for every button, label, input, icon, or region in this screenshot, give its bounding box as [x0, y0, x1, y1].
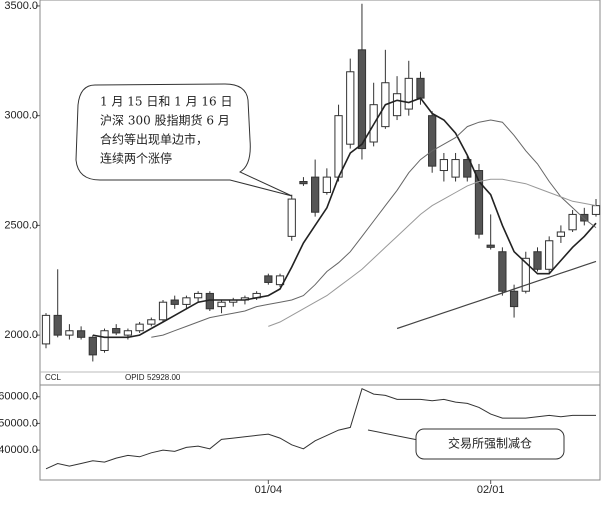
- line-series: [268, 178, 597, 327]
- candle-body: [112, 328, 121, 334]
- callout: [75, 83, 293, 197]
- candle-body: [463, 159, 472, 178]
- candle-body: [322, 176, 331, 193]
- candle-body: [428, 115, 437, 167]
- y-tick-label: 2000.0: [4, 329, 38, 341]
- y-tick-label: 3000.0: [4, 110, 38, 122]
- legend-value: 52928.00: [147, 373, 181, 382]
- candle-body: [147, 319, 156, 325]
- candle-body: [451, 159, 460, 178]
- indicator-title: CCL: [45, 373, 62, 382]
- candle-body: [275, 275, 285, 286]
- callout-pointer: [367, 429, 419, 441]
- y-tick-label: 40000.0: [0, 444, 38, 456]
- candle-body: [53, 314, 62, 336]
- candle-body: [580, 213, 589, 222]
- candle-body: [65, 330, 74, 336]
- candle-body: [556, 231, 566, 237]
- candle-body: [498, 251, 507, 292]
- candle-body: [100, 330, 109, 351]
- candle-body: [357, 49, 367, 150]
- line-series: [92, 97, 597, 339]
- y-tick-label: 60000.0: [0, 391, 38, 403]
- candle-body: [194, 292, 203, 299]
- candle-body: [533, 251, 542, 270]
- candle-body: [41, 314, 51, 345]
- callout: [415, 428, 565, 460]
- candle-body: [474, 170, 484, 235]
- annotation: 沪深 300 股指期货 6 月: [100, 113, 230, 128]
- price-panel: [39, 0, 601, 386]
- candle-body: [486, 244, 495, 248]
- y-tick-label: 2500.0: [4, 219, 38, 231]
- candle-body: [299, 181, 308, 185]
- candle-body: [509, 290, 519, 308]
- y-tick-label: 50000.0: [0, 417, 38, 429]
- candle-body: [416, 77, 425, 99]
- candle-body: [135, 323, 144, 332]
- line-series: [151, 119, 597, 338]
- legend-name: OPID: [125, 373, 145, 382]
- candle-body: [311, 176, 320, 213]
- candle-body: [123, 330, 133, 336]
- candle-body: [264, 275, 273, 283]
- candle-body: [439, 159, 449, 172]
- candle-body: [88, 336, 97, 356]
- candle-body: [568, 213, 577, 231]
- candle-body: [170, 299, 179, 305]
- candle-body: [545, 240, 554, 270]
- line-series: [396, 260, 597, 330]
- annotation: 交易所强制减仓: [448, 436, 532, 451]
- candle-body: [287, 198, 296, 237]
- candle-body: [217, 301, 226, 308]
- line-series: [45, 388, 596, 470]
- candle-body: [404, 77, 413, 110]
- x-tick-label: 01/04: [255, 484, 283, 496]
- annotation: 连续两个涨停: [100, 151, 172, 166]
- x-tick-label: 02/01: [477, 484, 505, 496]
- candle-body: [346, 71, 355, 145]
- candle-body: [182, 297, 191, 305]
- y-tick-label: 3500.0: [4, 0, 38, 12]
- candle-body: [158, 301, 168, 321]
- candle-body: [591, 205, 601, 215]
- annotation: 1 月 15 日和 1 月 16 日: [100, 95, 233, 109]
- candle-body: [521, 257, 530, 292]
- candle-body: [334, 115, 343, 178]
- candle-body: [392, 93, 402, 117]
- annotation: 合约等出现单边市，: [100, 132, 208, 147]
- candle-body: [76, 330, 86, 338]
